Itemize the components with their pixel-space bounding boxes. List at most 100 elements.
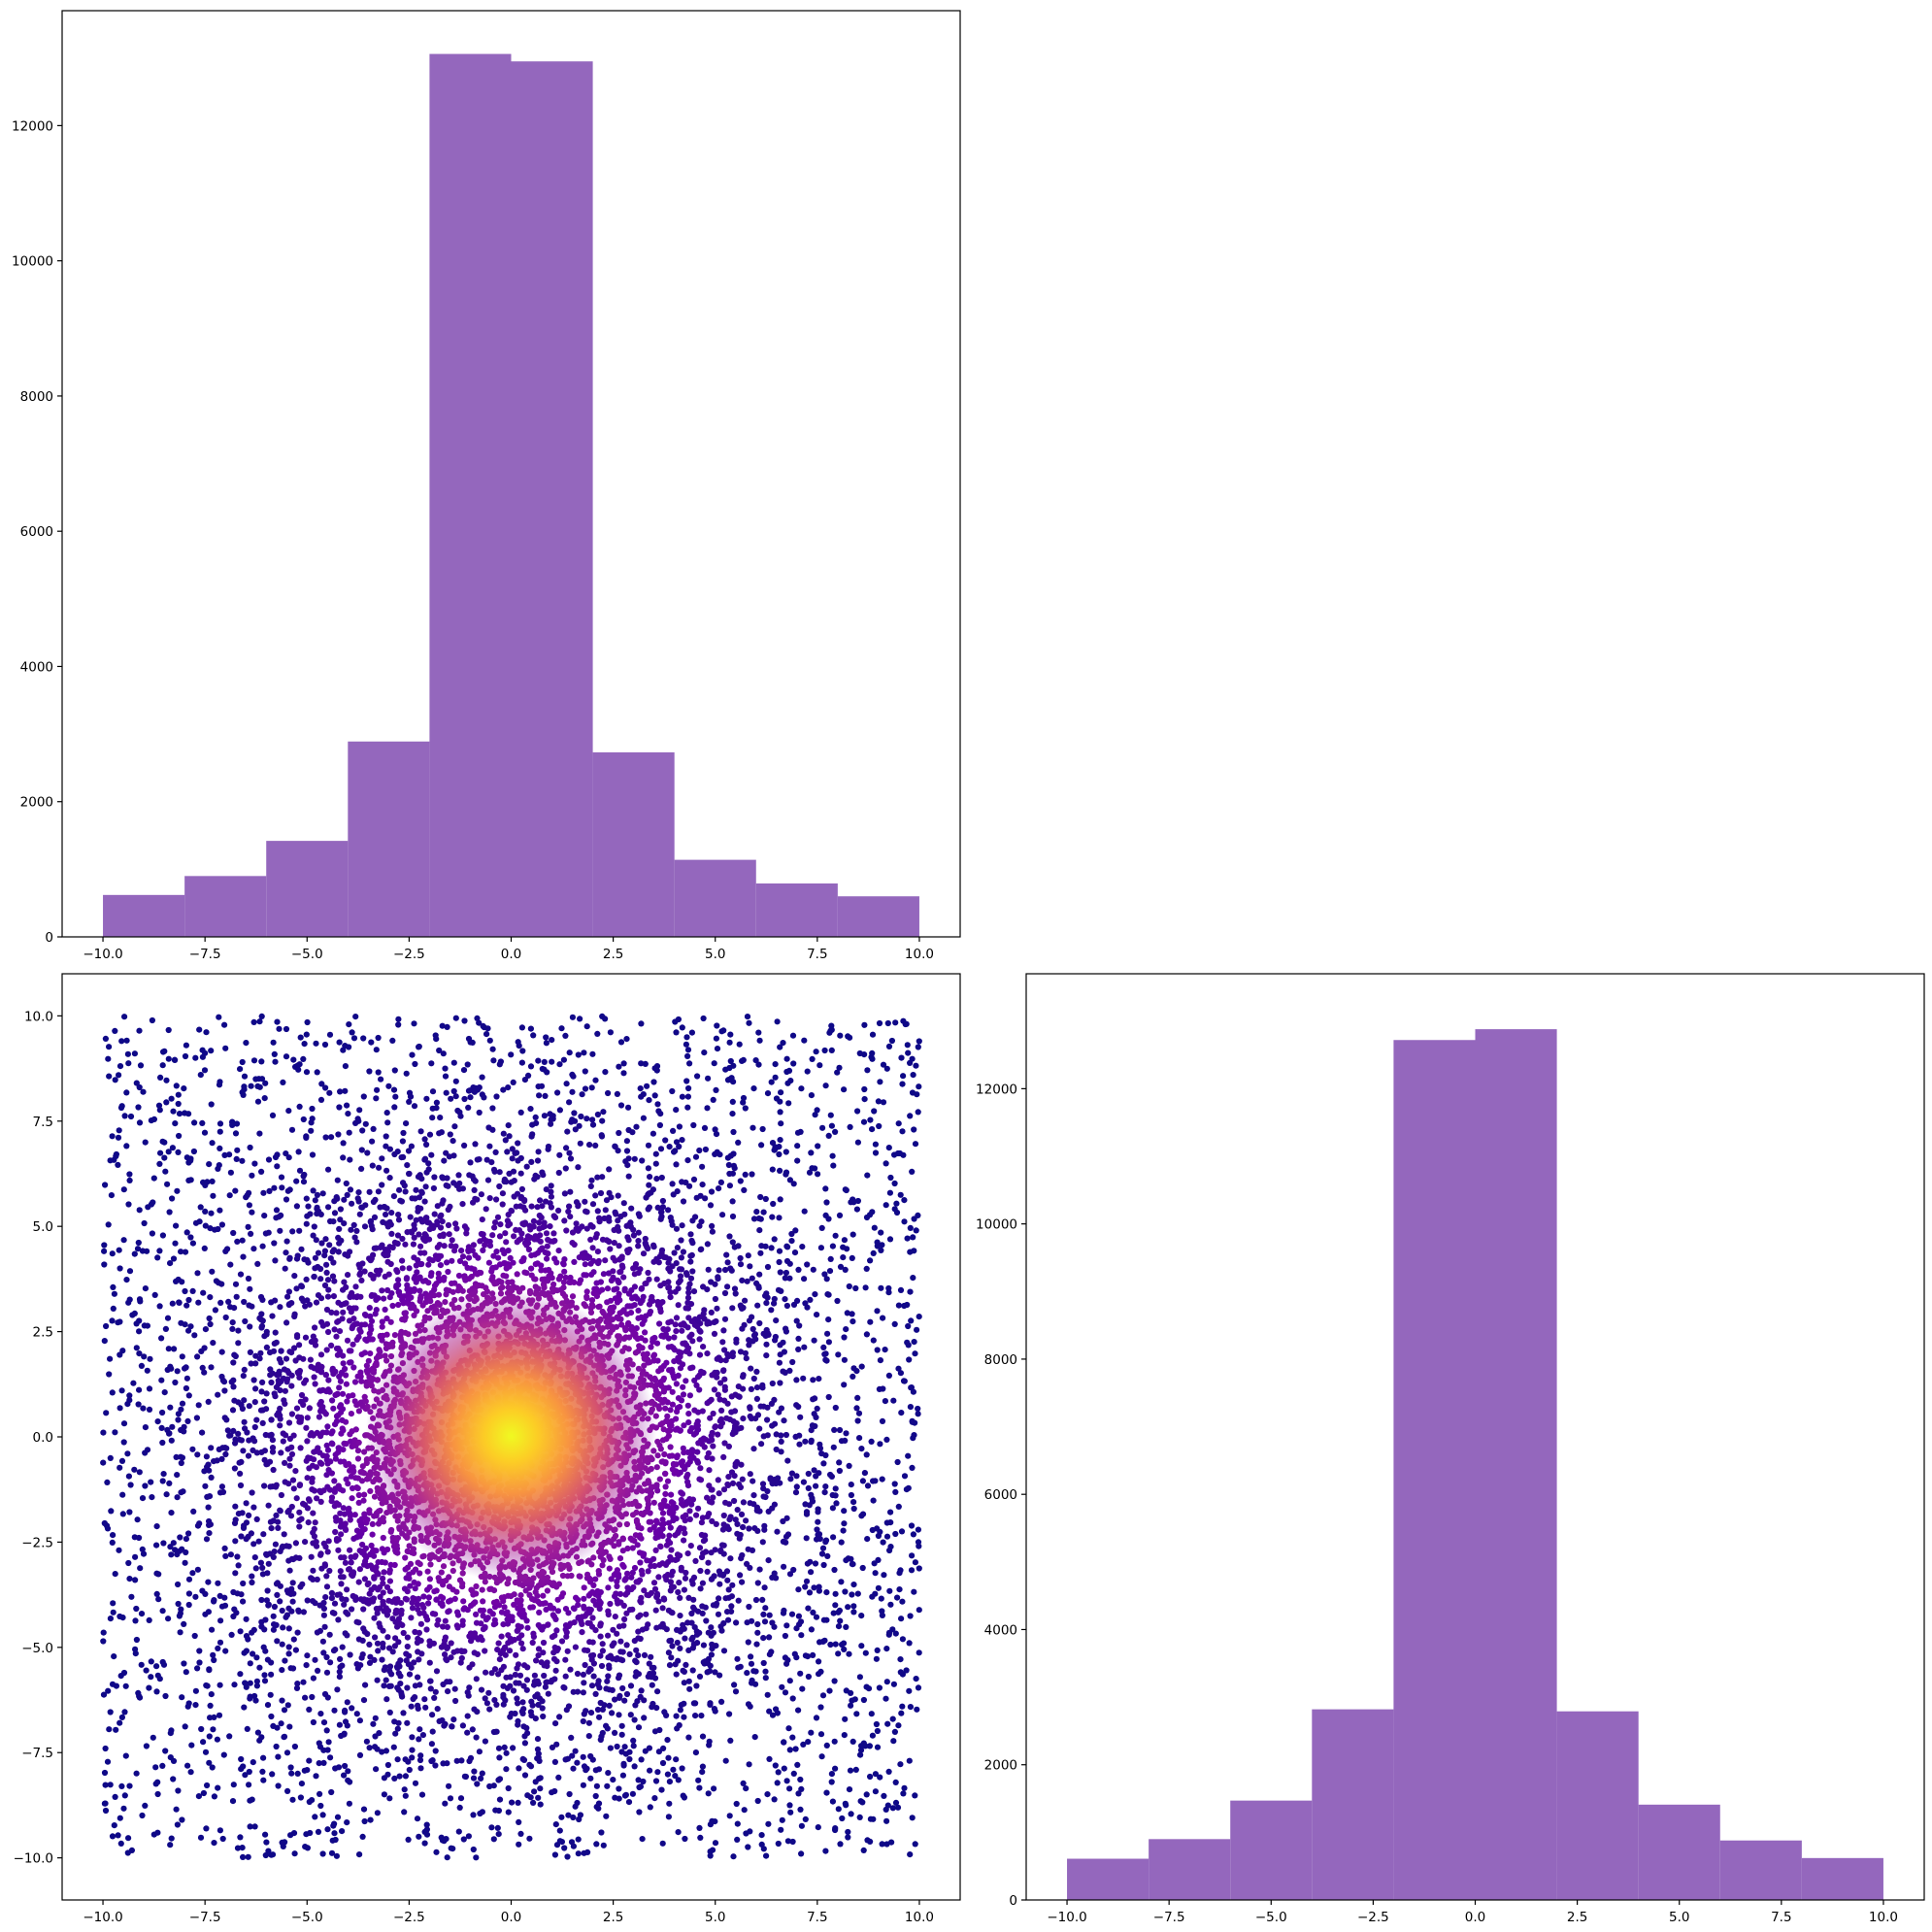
scatter-point — [673, 1139, 681, 1146]
scatter-point — [621, 1616, 628, 1622]
scatter-point — [908, 1567, 916, 1574]
scatter-point — [822, 1848, 829, 1854]
scatter-point — [805, 1673, 813, 1681]
scatter-point — [881, 1572, 887, 1579]
scatter-point — [645, 1245, 651, 1252]
scatter-point — [259, 1768, 266, 1775]
scatter-point — [309, 1693, 316, 1701]
scatter-point — [545, 1250, 551, 1257]
scatter-point — [646, 1745, 653, 1751]
scatter-point — [408, 1615, 415, 1621]
scatter-point — [144, 1248, 150, 1254]
scatter-point — [553, 1627, 560, 1634]
scatter-point — [772, 1061, 779, 1068]
scatter-point — [168, 1365, 175, 1372]
scatter-point — [896, 1586, 903, 1593]
scatter-point — [331, 1830, 338, 1837]
scatter-point — [810, 1396, 816, 1403]
scatter-point — [131, 1310, 138, 1316]
scatter-point — [197, 1072, 204, 1079]
scatter-point — [317, 1096, 325, 1103]
scatter-point — [880, 1099, 887, 1106]
scatter-point — [637, 1612, 644, 1618]
scatter-point — [142, 1482, 149, 1489]
scatter-point — [602, 1257, 609, 1264]
scatter-point — [656, 1561, 663, 1568]
scatter-point — [452, 1697, 459, 1705]
scatter-point — [674, 1626, 681, 1633]
scatter-point — [505, 1248, 512, 1254]
scatter-point — [251, 1399, 258, 1406]
scatter-point — [668, 1547, 675, 1553]
scatter-point — [786, 1678, 793, 1684]
scatter-point — [651, 1795, 658, 1802]
scatter-point — [373, 1047, 380, 1053]
scatter-point — [674, 1639, 681, 1647]
scatter-point — [739, 1579, 746, 1585]
scatter-point — [444, 1175, 450, 1182]
scatter-point — [687, 1252, 694, 1259]
scatter-point — [665, 1558, 672, 1566]
scatter-point — [691, 1377, 698, 1383]
scatter-point — [675, 1588, 682, 1596]
scatter-point — [194, 1566, 201, 1573]
scatter-point — [777, 1269, 783, 1276]
scatter-point — [866, 1743, 874, 1749]
scatter-point — [237, 1671, 244, 1678]
scatter-point — [699, 1769, 706, 1776]
scatter-point — [899, 1081, 906, 1087]
scatter-point — [909, 1815, 916, 1821]
scatter-point — [103, 1322, 110, 1330]
scatter-point — [272, 1257, 279, 1264]
scatter-point — [726, 1813, 733, 1819]
scatter-point — [735, 1597, 742, 1604]
scatter-point — [575, 1614, 583, 1621]
scatter-point — [642, 1060, 649, 1067]
scatter-point — [326, 1242, 333, 1249]
scatter-point — [581, 1603, 587, 1610]
scatter-point — [760, 1659, 767, 1667]
scatter-point — [783, 1257, 791, 1265]
scatter-point — [408, 1703, 415, 1710]
scatter-point — [340, 1352, 347, 1359]
scatter-point — [704, 1514, 711, 1520]
scatter-point — [869, 1031, 877, 1038]
scatter-point — [482, 1648, 488, 1654]
scatter-point — [777, 1167, 783, 1174]
scatter-point — [805, 1605, 812, 1612]
scatter-point — [742, 1171, 749, 1178]
scatter-point — [239, 1157, 246, 1164]
scatter-point — [728, 1409, 735, 1416]
scatter-point — [551, 1644, 558, 1650]
scatter-point — [878, 1284, 884, 1291]
scatter-point — [826, 1687, 833, 1694]
scatter-point — [202, 1326, 209, 1333]
scatter-point — [219, 1488, 227, 1495]
scatter-point — [326, 1388, 333, 1395]
scatter-point — [488, 1824, 495, 1831]
scatter-point — [178, 1459, 184, 1467]
scatter-point — [520, 1682, 527, 1689]
scatter-point — [772, 1074, 779, 1081]
scatter-point — [159, 1658, 166, 1666]
scatter-point — [323, 1442, 330, 1449]
scatter-point — [911, 1216, 917, 1222]
scatter-point — [880, 1539, 886, 1546]
scatter-point — [336, 1591, 343, 1598]
scatter-point — [277, 1508, 283, 1515]
scatter-point — [317, 1711, 324, 1717]
scatter-point — [207, 1294, 214, 1301]
scatter-point — [138, 1611, 146, 1617]
scatter-point — [872, 1149, 880, 1156]
scatter-point — [818, 1753, 825, 1760]
scatter-point — [296, 1482, 304, 1488]
scatter-point — [862, 1284, 869, 1291]
scatter-point — [405, 1836, 412, 1843]
scatter-point — [269, 1445, 277, 1451]
scatter-point — [227, 1261, 234, 1268]
scatter-point — [303, 1195, 310, 1202]
scatter-point — [194, 1353, 201, 1360]
scatter-point — [800, 1375, 807, 1382]
scatter-point — [874, 1347, 881, 1353]
scatter-point — [704, 1454, 711, 1461]
